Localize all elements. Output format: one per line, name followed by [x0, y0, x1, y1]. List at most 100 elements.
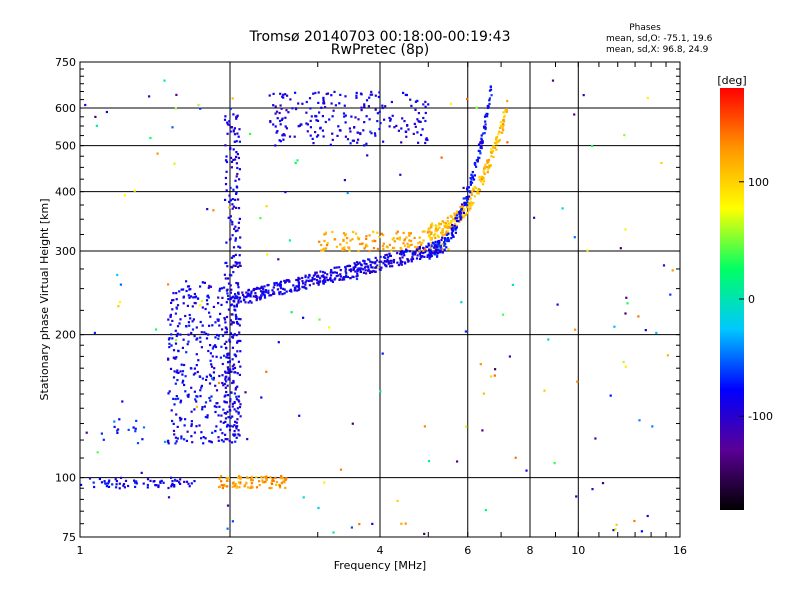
- data-point: [488, 166, 491, 169]
- data-point: [208, 284, 211, 287]
- data-point: [174, 442, 177, 445]
- data-point: [483, 180, 486, 183]
- data-point: [355, 261, 359, 264]
- data-point: [235, 117, 238, 120]
- data-point: [263, 475, 266, 479]
- data-point: [227, 298, 230, 301]
- data-point: [671, 269, 674, 272]
- data-point: [447, 248, 450, 251]
- data-point: [229, 215, 232, 218]
- data-point: [208, 311, 211, 314]
- data-point: [267, 289, 270, 292]
- data-point: [285, 127, 288, 130]
- data-point: [393, 126, 396, 129]
- data-point: [496, 140, 499, 143]
- data-point: [464, 330, 467, 333]
- data-point: [268, 94, 271, 97]
- data-point: [146, 486, 149, 489]
- data-point: [168, 337, 171, 340]
- data-point: [324, 280, 327, 283]
- data-point: [212, 305, 215, 308]
- data-point: [241, 291, 244, 294]
- data-point: [409, 232, 412, 235]
- data-point: [264, 480, 267, 483]
- data-point: [236, 166, 239, 170]
- data-point: [239, 477, 242, 481]
- data-point: [363, 247, 366, 250]
- data-point: [358, 523, 361, 526]
- data-point: [453, 223, 457, 226]
- data-point: [488, 164, 491, 167]
- data-point: [107, 481, 110, 484]
- data-point: [468, 209, 471, 212]
- data-point: [418, 120, 421, 123]
- data-point: [344, 233, 347, 236]
- data-point: [247, 292, 250, 295]
- data-point: [427, 230, 430, 233]
- data-point: [225, 326, 228, 329]
- data-point: [233, 434, 236, 437]
- data-point: [247, 288, 250, 291]
- data-point: [376, 247, 379, 250]
- data-point: [471, 174, 474, 177]
- data-point: [372, 230, 375, 233]
- data-point: [226, 277, 230, 280]
- data-point: [400, 127, 403, 130]
- data-point: [322, 96, 325, 99]
- data-point: [187, 333, 190, 336]
- data-point: [454, 231, 457, 234]
- data-point: [295, 107, 298, 110]
- data-point: [183, 424, 186, 427]
- data-point: [410, 260, 413, 263]
- data-point: [172, 422, 175, 425]
- data-point: [489, 88, 493, 91]
- colorbar-tick-label: -100: [748, 410, 773, 423]
- data-point: [355, 96, 358, 99]
- data-point: [586, 249, 589, 252]
- data-point: [232, 381, 235, 384]
- data-point: [427, 242, 430, 245]
- data-point: [180, 437, 183, 440]
- data-point: [361, 242, 364, 245]
- data-point: [428, 257, 431, 260]
- data-point: [292, 284, 295, 287]
- data-point: [178, 322, 181, 325]
- data-point: [320, 106, 323, 109]
- data-point: [337, 125, 340, 128]
- data-point: [176, 369, 179, 372]
- data-point: [220, 480, 223, 483]
- data-point: [479, 142, 482, 145]
- data-point: [343, 246, 346, 249]
- data-point: [259, 297, 262, 300]
- data-point: [258, 484, 261, 487]
- data-point: [234, 371, 237, 374]
- data-point: [321, 129, 324, 132]
- data-point: [224, 321, 227, 324]
- data-point: [221, 486, 224, 490]
- data-point: [311, 137, 314, 140]
- chart-subtitle: RwPretec (8p): [331, 42, 429, 58]
- data-point: [322, 135, 325, 138]
- data-point: [355, 263, 358, 266]
- data-point: [488, 102, 491, 106]
- data-point: [326, 241, 329, 245]
- y-tick-label: 75: [62, 531, 76, 544]
- data-point: [263, 296, 267, 299]
- data-point: [443, 224, 446, 227]
- data-point: [201, 377, 204, 380]
- data-point: [187, 321, 190, 324]
- data-point: [399, 173, 402, 176]
- data-point: [443, 237, 446, 240]
- data-point: [236, 418, 239, 421]
- data-point: [190, 386, 193, 389]
- data-point: [224, 386, 227, 389]
- data-point: [480, 134, 483, 137]
- data-point: [591, 488, 594, 491]
- data-point: [383, 259, 386, 263]
- data-point: [511, 283, 514, 286]
- data-point: [314, 91, 317, 95]
- data-point: [424, 249, 427, 252]
- data-point: [282, 133, 285, 136]
- data-point: [314, 114, 317, 118]
- data-point: [323, 271, 326, 274]
